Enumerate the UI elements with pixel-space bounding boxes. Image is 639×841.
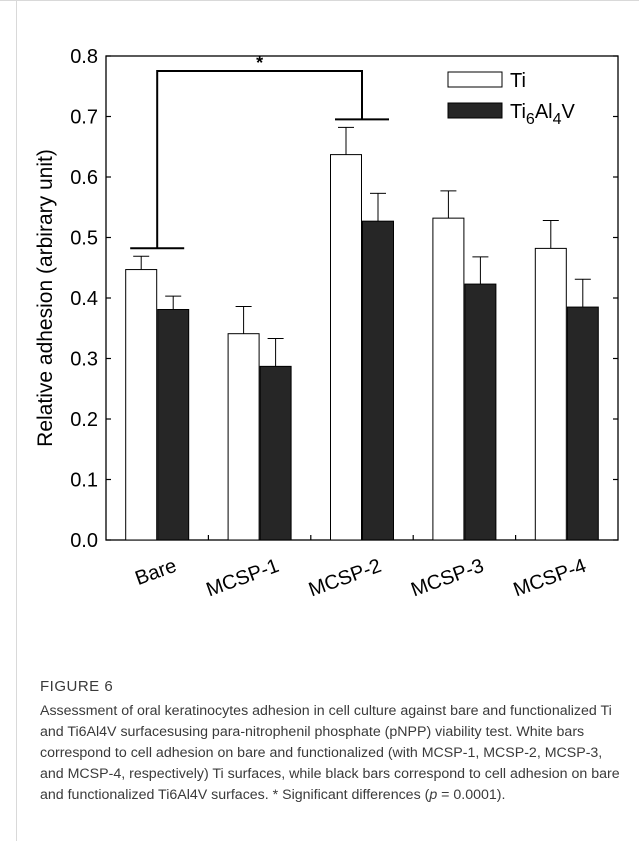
x-category-label: MCSP-2 xyxy=(306,555,385,602)
legend-swatch-ti xyxy=(447,71,503,88)
y-axis-title: Relative adhesion (arbirary unit) xyxy=(34,149,57,447)
y-tick-label: 0.0 xyxy=(70,530,98,552)
figure-caption: FIGURE 6 Assessment of oral keratinocyte… xyxy=(40,678,625,806)
figure-label: FIGURE 6 xyxy=(40,678,114,695)
legend-label-ti: Ti xyxy=(510,70,526,92)
figure-description: Assessment of oral keratinocytes adhesio… xyxy=(40,701,625,806)
x-category-label: MCSP-1 xyxy=(203,555,282,602)
y-tick-label: 0.6 xyxy=(70,167,98,189)
bar-chart: 0.0 0.1 0.2 0.3 0.4 0.5 0.6 0.7 0.8 Relative adhe… xyxy=(34,46,619,602)
y-tick-label: 0.2 xyxy=(70,409,98,431)
y-tick-label: 0.5 xyxy=(70,228,98,250)
y-tick-label: 0.8 xyxy=(70,46,98,68)
legend-label-ti6al4v: Ti6Al4V xyxy=(510,101,576,128)
x-category-label: Bare xyxy=(132,555,179,590)
bar-ti6al4v-mcsp-1 xyxy=(259,365,292,541)
bar-ti6al4v-mcsp-3 xyxy=(464,283,497,541)
caption-text-part-2: = 0.0001). xyxy=(437,787,506,803)
bar-ti-mcsp-3 xyxy=(432,217,465,541)
bar-ti-mcsp-1 xyxy=(227,333,260,541)
bar-ti-mcsp-4 xyxy=(534,247,567,541)
y-tick-label: 0.1 xyxy=(70,470,98,492)
y-tick-label: 0.4 xyxy=(70,288,98,310)
x-category-label: MCSP-3 xyxy=(408,555,487,602)
bar-ti6al4v-mcsp-2 xyxy=(362,220,394,541)
left-rule xyxy=(16,0,17,841)
y-tick-label: 0.3 xyxy=(70,349,98,371)
significance-marker: * xyxy=(256,53,263,73)
bar-ti-bare xyxy=(125,269,158,541)
x-category-label: MCSP-4 xyxy=(511,555,590,602)
caption-text-part-1: Assessment of oral keratinocytes adhesio… xyxy=(40,703,620,803)
p-value-symbol: p xyxy=(429,787,438,803)
significance-bracket xyxy=(156,70,363,249)
y-tick-label: 0.7 xyxy=(70,107,98,129)
top-rule xyxy=(0,0,639,1)
legend-swatch-ti6al4v xyxy=(447,102,503,119)
bar-ti-mcsp-2 xyxy=(330,154,362,541)
bar-ti6al4v-bare xyxy=(157,308,190,541)
bar-ti6al4v-mcsp-4 xyxy=(566,306,599,541)
